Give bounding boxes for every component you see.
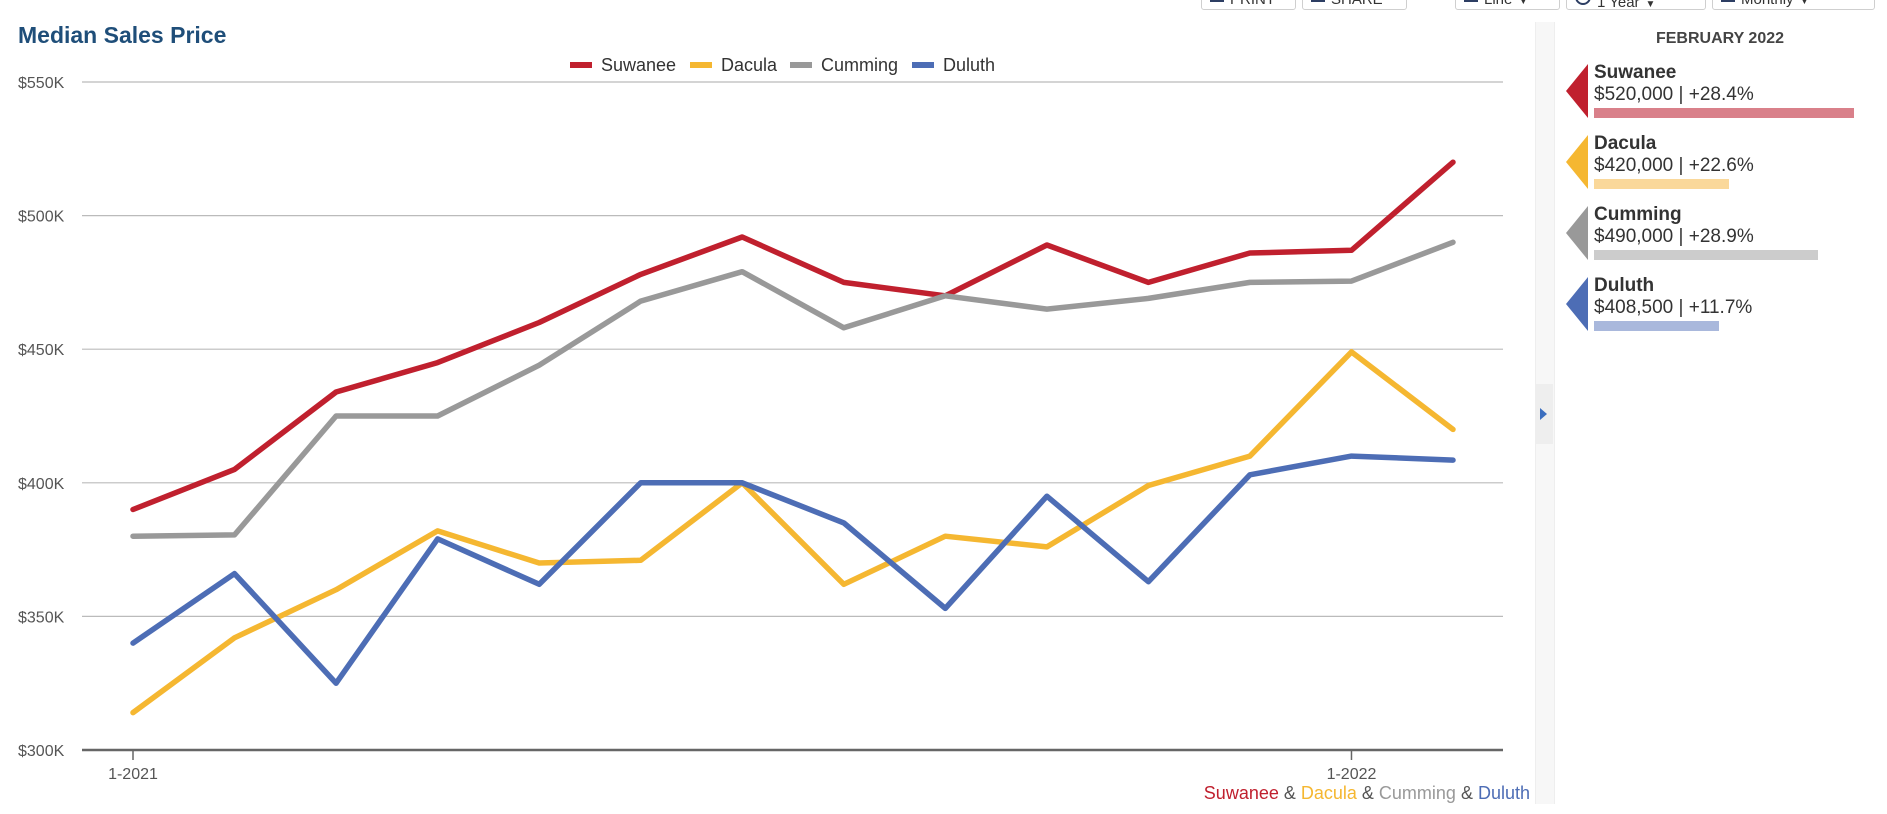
side-item-bar [1594,108,1854,118]
side-item-bar [1594,179,1730,189]
series-line-suwanee[interactable] [130,159,1456,513]
series-marker-icon [1566,64,1588,118]
x-tick-label: 1-2021 [108,766,158,783]
line-chart-icon [1464,0,1478,2]
series-marker-icon [1566,277,1588,331]
side-panel: FEBRUARY 2022 Suwanee $520,000 | +28.4% Da… [1560,28,1880,346]
line-chart: $300K $350K $400K $450K $500K $550K Suwanee Da… [18,55,1503,783]
side-item-value: $490,000 | +28.9% [1594,226,1754,247]
footer-series-names: Suwanee & Dacula & Cumming & Duluth [1204,783,1530,804]
chart-type-select[interactable]: Line ▼ [1455,0,1560,10]
footer-name: Suwanee [1203,783,1279,803]
calendar-icon [1721,0,1735,2]
share-icon [1311,0,1325,2]
interval-select[interactable]: Monthly ▼ [1712,0,1875,10]
series-line-dacula[interactable] [130,349,1456,716]
side-item-duluth[interactable]: Duluth $408,500 | +11.7% [1560,275,1880,346]
chevron-down-icon: ▼ [1645,0,1656,10]
series-line-cumming[interactable] [130,239,1456,539]
share-label: SHARE [1331,0,1383,8]
legend-label[interactable]: Cumming [821,55,898,75]
footer-name: Cumming [1378,783,1456,803]
chart-title: Median Sales Price [18,22,227,48]
side-item-dacula[interactable]: Dacula $420,000 | +22.6% [1560,133,1880,204]
range-label: 1 Year [1597,0,1640,10]
print-label: PRINT [1230,0,1275,8]
y-tick-label: $350K [18,609,65,626]
side-item-value: $420,000 | +22.6% [1594,155,1754,176]
y-tick-label: $300K [18,743,65,760]
side-item-cumming[interactable]: Cumming $490,000 | +28.9% [1560,204,1880,275]
series-line-duluth[interactable] [130,453,1456,686]
footer-name: Duluth [1477,783,1530,803]
share-button[interactable]: SHARE [1302,0,1407,10]
side-item-value: $520,000 | +28.4% [1594,84,1754,105]
y-tick-label: $450K [18,342,65,359]
footer-separator: & [1278,783,1301,803]
side-item-bar [1594,321,1719,331]
y-tick-label: $400K [18,476,65,493]
caret-right-icon [1540,408,1547,420]
y-tick-label: $500K [18,209,65,226]
footer-name: Dacula [1300,783,1357,803]
series-marker-icon [1566,206,1588,260]
printer-icon [1210,0,1224,2]
side-item-value: $408,500 | +11.7% [1594,297,1753,318]
side-item-name: Suwanee [1594,62,1677,83]
legend-label[interactable]: Duluth [943,55,995,75]
chevron-down-icon: ▼ [1799,0,1810,7]
side-item-suwanee[interactable]: Suwanee $520,000 | +28.4% [1560,62,1880,133]
side-item-name: Dacula [1594,133,1657,154]
footer-separator: & [1455,783,1478,803]
toolbar: PRINT SHARE Line ▼ 1 Year ▼ Monthly ▼ [0,0,1887,12]
side-item-name: Duluth [1594,275,1655,296]
y-tick-label: $550K [18,75,65,92]
footer-separator: & [1356,783,1379,803]
interval-label: Monthly [1741,0,1794,8]
clock-icon [1575,0,1591,5]
x-tick-label: 1-2022 [1327,766,1377,783]
chart-type-label: Line [1484,0,1512,8]
series-marker-icon [1566,135,1588,189]
print-button[interactable]: PRINT [1201,0,1296,10]
range-select[interactable]: 1 Year ▼ [1566,0,1706,10]
chevron-down-icon: ▼ [1518,0,1529,7]
side-item-bar [1594,250,1818,260]
side-panel-heading: FEBRUARY 2022 [1655,30,1785,47]
side-item-name: Cumming [1594,204,1682,225]
legend-label[interactable]: Suwanee [601,55,676,75]
legend-label[interactable]: Dacula [721,55,778,75]
collapse-panel-button[interactable] [1535,384,1553,444]
